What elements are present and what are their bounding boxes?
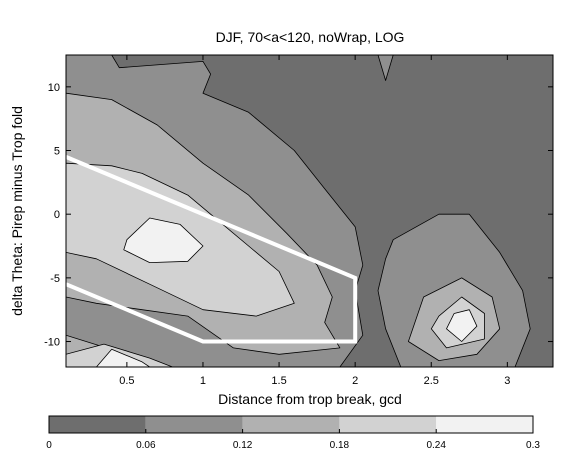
y-tick-label: -5 bbox=[50, 273, 60, 285]
chart-title: DJF, 70<a<120, noWrap, LOG bbox=[216, 29, 405, 45]
colorbar-tick-label: 0.3 bbox=[526, 440, 540, 451]
colorbar-segment bbox=[436, 416, 533, 433]
colorbar-tick-label: 0.18 bbox=[330, 440, 350, 451]
x-axis-ticks: 0.5 1 1.5 2 2.5 3 bbox=[119, 55, 510, 387]
colorbar-tick-label: 0.12 bbox=[233, 440, 253, 451]
colorbar-tick-label: 0.06 bbox=[136, 440, 156, 451]
y-tick-label: 10 bbox=[48, 82, 60, 94]
y-tick-label: 5 bbox=[54, 146, 60, 158]
colorbar-segment bbox=[242, 416, 340, 433]
x-axis-label: Distance from trop break, gcd bbox=[218, 391, 402, 407]
x-tick-label: 1 bbox=[200, 375, 206, 387]
contour-0.24-0.3-10 bbox=[446, 309, 478, 342]
x-tick-label: 2 bbox=[352, 375, 358, 387]
y-tick-label: -10 bbox=[44, 337, 60, 349]
colorbar-segment bbox=[339, 416, 437, 433]
contour-0.24-0.3-11 bbox=[96, 348, 151, 367]
colorbar-tick-label: 0 bbox=[46, 440, 52, 451]
contour-0.24-0.3-9 bbox=[123, 217, 204, 264]
plot-frame bbox=[65, 54, 554, 368]
y-axis-label: delta Theta: Pirep minus Trop fold bbox=[9, 106, 25, 316]
y-axis-ticks: 10 5 0 -5 -10 bbox=[44, 82, 553, 349]
contour-0.06-0.12-2 bbox=[377, 55, 394, 81]
colorbar-segment bbox=[145, 416, 243, 433]
colorbar-frame bbox=[48, 415, 534, 434]
x-tick-label: 1.5 bbox=[271, 375, 286, 387]
region-outline bbox=[66, 155, 358, 344]
colorbar: 0 0.06 0.12 0.18 0.24 0.3 bbox=[46, 415, 540, 451]
x-tick-label: 2.5 bbox=[424, 375, 439, 387]
x-tick-label: 3 bbox=[504, 375, 510, 387]
contour-bands bbox=[66, 55, 553, 367]
colorbar-tick-label: 0.24 bbox=[426, 440, 446, 451]
x-tick-label: 0.5 bbox=[119, 375, 134, 387]
colorbar-segment bbox=[49, 416, 146, 433]
y-tick-label: 0 bbox=[54, 209, 60, 221]
